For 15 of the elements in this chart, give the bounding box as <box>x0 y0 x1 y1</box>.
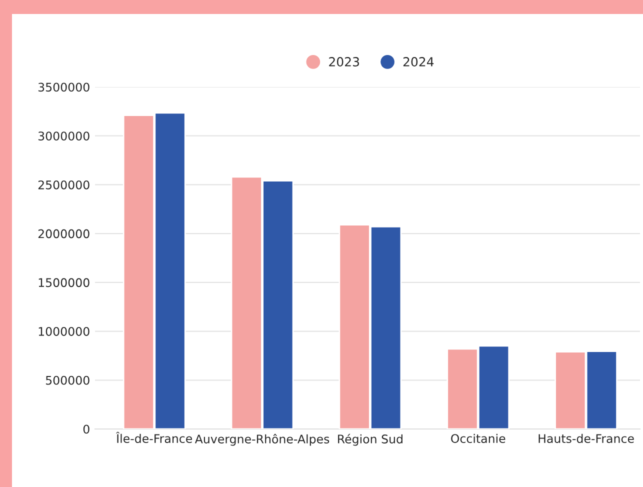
y-tick-label: 1000000 <box>38 327 90 336</box>
y-tick-label: 0 <box>83 424 90 434</box>
y-tick-label: 2500000 <box>38 180 90 190</box>
legend-label: 2024 <box>403 57 434 66</box>
y-tick-label: 3500000 <box>38 82 90 92</box>
y-tick-label: 1500000 <box>38 278 90 288</box>
y-tick-label: 2000000 <box>38 229 90 238</box>
legend-label: 2023 <box>329 57 359 66</box>
y-tick-label: 500000 <box>46 376 90 385</box>
y-tick-label: 3000000 <box>38 132 90 141</box>
x-tick-label: Région Sud <box>338 434 402 446</box>
x-tick-label: Île-de-France <box>116 432 192 443</box>
x-tick-label: Auvergne-Rhône-Alpes <box>194 434 330 446</box>
x-tick-label: Occitanie <box>451 434 506 443</box>
x-tick-label: Hauts-de-France <box>538 434 634 443</box>
